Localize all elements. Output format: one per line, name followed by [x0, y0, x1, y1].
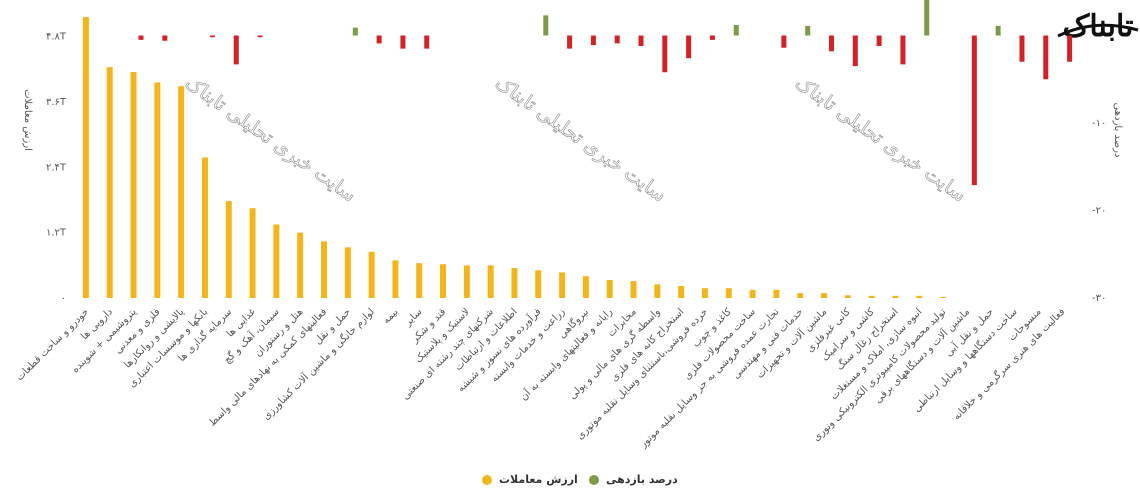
bar — [376, 35, 382, 44]
bar — [344, 247, 351, 298]
bar — [368, 251, 375, 298]
bar — [773, 289, 780, 298]
bar — [821, 293, 827, 298]
bar — [582, 276, 589, 298]
bar — [852, 35, 858, 67]
y-tick-label: ۴.۸T — [46, 32, 67, 43]
bar — [725, 288, 732, 298]
bar — [209, 35, 215, 38]
bar — [138, 35, 144, 40]
legend-marker — [589, 475, 599, 485]
y2-axis-title: درصد بازدهی — [1112, 103, 1123, 158]
bar — [1067, 35, 1073, 62]
bar — [749, 289, 756, 298]
legend-marker — [482, 475, 492, 485]
bar — [614, 35, 620, 44]
bar — [352, 27, 358, 36]
bar — [630, 281, 637, 298]
bar — [257, 35, 263, 38]
bar — [543, 15, 549, 36]
bar — [178, 86, 185, 298]
bar — [201, 157, 208, 298]
bar — [416, 263, 423, 298]
y-tick-label: ۱.۲T — [46, 228, 67, 239]
bar — [1043, 35, 1049, 80]
bar — [805, 25, 811, 36]
bar — [686, 35, 692, 59]
legend-label: ارزش معاملات — [499, 473, 578, 486]
bar — [654, 284, 661, 298]
bar — [678, 286, 685, 298]
logo-swoosh — [1057, 23, 1139, 38]
watermark: سایت خبری تحلیلی تابناک — [791, 72, 970, 207]
bar — [392, 260, 399, 298]
bar — [106, 67, 113, 299]
bar — [709, 35, 715, 40]
legend-label: درصد بازدهی — [606, 473, 678, 486]
bar — [1019, 35, 1025, 62]
y-tick-label: ۳.۶T — [46, 97, 67, 108]
bar — [916, 295, 923, 298]
bar — [559, 272, 566, 298]
bar — [424, 35, 430, 49]
bar — [844, 295, 851, 298]
y-tick-label: ۲.۴T — [46, 162, 67, 173]
y-tick-label: ۰ — [61, 293, 66, 304]
bar — [876, 35, 882, 46]
bar — [463, 265, 470, 298]
bar — [273, 224, 280, 298]
bar — [535, 270, 542, 298]
bar — [892, 295, 899, 298]
bar — [733, 25, 739, 36]
bar — [662, 35, 668, 73]
y2-tick-label: -۳۰ — [1092, 293, 1106, 304]
bar — [400, 35, 406, 49]
bar — [638, 35, 644, 46]
bar — [829, 35, 834, 52]
x-tick-label: بیمه — [381, 306, 401, 326]
bar — [971, 35, 977, 186]
bar — [781, 35, 787, 48]
y2-tick-label: -۲۰ — [1092, 206, 1106, 217]
bar — [868, 295, 875, 298]
bar — [82, 17, 89, 299]
bar — [225, 201, 232, 298]
bar — [162, 35, 168, 41]
bar — [900, 35, 906, 65]
bar — [567, 35, 573, 49]
y2-tick-label: -۱۰ — [1092, 118, 1106, 129]
bar — [940, 296, 947, 298]
bar — [797, 293, 804, 298]
bar — [701, 288, 708, 298]
y-axis-title: ارزش معاملات — [22, 89, 33, 151]
watermark: سایت خبری تحلیلی تابناک — [491, 72, 670, 207]
bar — [440, 264, 447, 298]
bar — [511, 268, 518, 298]
bar — [606, 280, 613, 298]
bar — [233, 35, 239, 65]
bar — [995, 25, 1001, 36]
bar — [130, 72, 137, 298]
bar — [924, 0, 930, 36]
bar — [154, 82, 161, 299]
bar — [249, 208, 256, 298]
bar — [321, 241, 327, 298]
bar — [487, 265, 494, 298]
bar — [590, 35, 596, 46]
y2-tick-label: ۰ — [1092, 31, 1097, 42]
bar — [297, 232, 304, 298]
